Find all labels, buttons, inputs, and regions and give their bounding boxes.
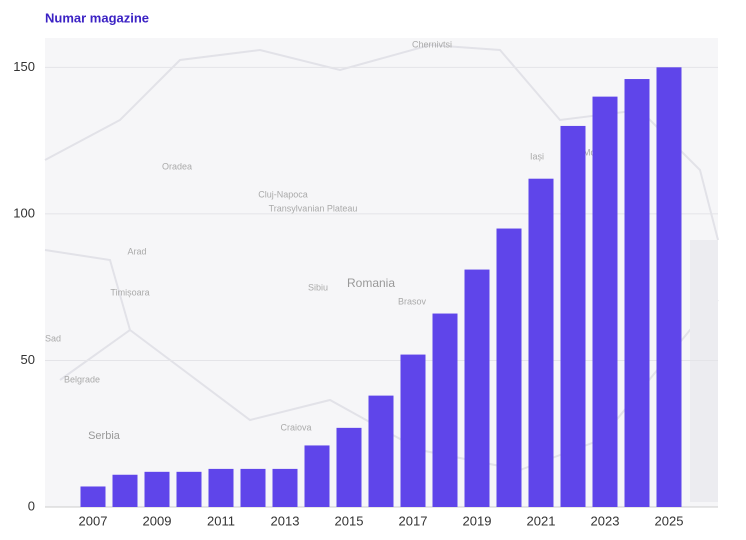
x-tick-label: 2011: [207, 513, 235, 528]
bar: [432, 313, 458, 507]
chart-title: Numar magazine: [45, 10, 149, 25]
x-tick-label: 2017: [399, 513, 428, 528]
bar: [112, 474, 138, 507]
bar: [176, 471, 202, 507]
bar: [80, 486, 106, 507]
map-label: Oradea: [162, 161, 192, 171]
map-label: Belgrade: [64, 374, 100, 384]
map-label: Cluj-Napoca: [258, 189, 308, 199]
map-label: Romania: [347, 276, 395, 290]
x-tick-label: 2015: [335, 513, 364, 528]
y-tick-label: 100: [13, 205, 35, 220]
bar: [656, 67, 682, 507]
map-label: Sibiu: [308, 282, 328, 292]
bar: [336, 427, 362, 507]
bar: [528, 178, 554, 507]
x-tick-label: 2019: [463, 513, 492, 528]
map-label: Arad: [127, 246, 146, 256]
bar: [592, 96, 618, 507]
y-tick-label: 50: [21, 352, 35, 367]
map-label: Timișoara: [110, 287, 149, 297]
bar: [208, 468, 234, 507]
y-tick-label: 0: [28, 498, 35, 513]
map-sea: [690, 240, 718, 502]
bar: [272, 468, 298, 507]
x-tick-label: 2023: [591, 513, 620, 528]
map-label: Serbia: [88, 430, 121, 442]
x-tick-label: 2013: [271, 513, 300, 528]
bar: [304, 445, 330, 507]
bar: [240, 468, 266, 507]
bar: [144, 471, 170, 507]
bar: [400, 354, 426, 507]
x-tick-label: 2007: [79, 513, 108, 528]
y-tick-label: 150: [13, 59, 35, 74]
map-label: Sad: [45, 333, 61, 343]
map-label: Craiova: [280, 422, 311, 432]
x-tick-label: 2009: [143, 513, 172, 528]
map-label: Chernivtsi: [412, 39, 452, 49]
bar: [368, 395, 394, 507]
map-label: Transylvanian Plateau: [269, 203, 358, 213]
bar: [560, 125, 586, 507]
x-tick-label: 2021: [527, 513, 556, 528]
map-label: Iași: [530, 151, 544, 161]
bar: [496, 228, 522, 507]
bar: [624, 79, 650, 507]
x-tick-label: 2025: [655, 513, 684, 528]
map-label: Brasov: [398, 296, 427, 306]
bar: [464, 269, 490, 507]
